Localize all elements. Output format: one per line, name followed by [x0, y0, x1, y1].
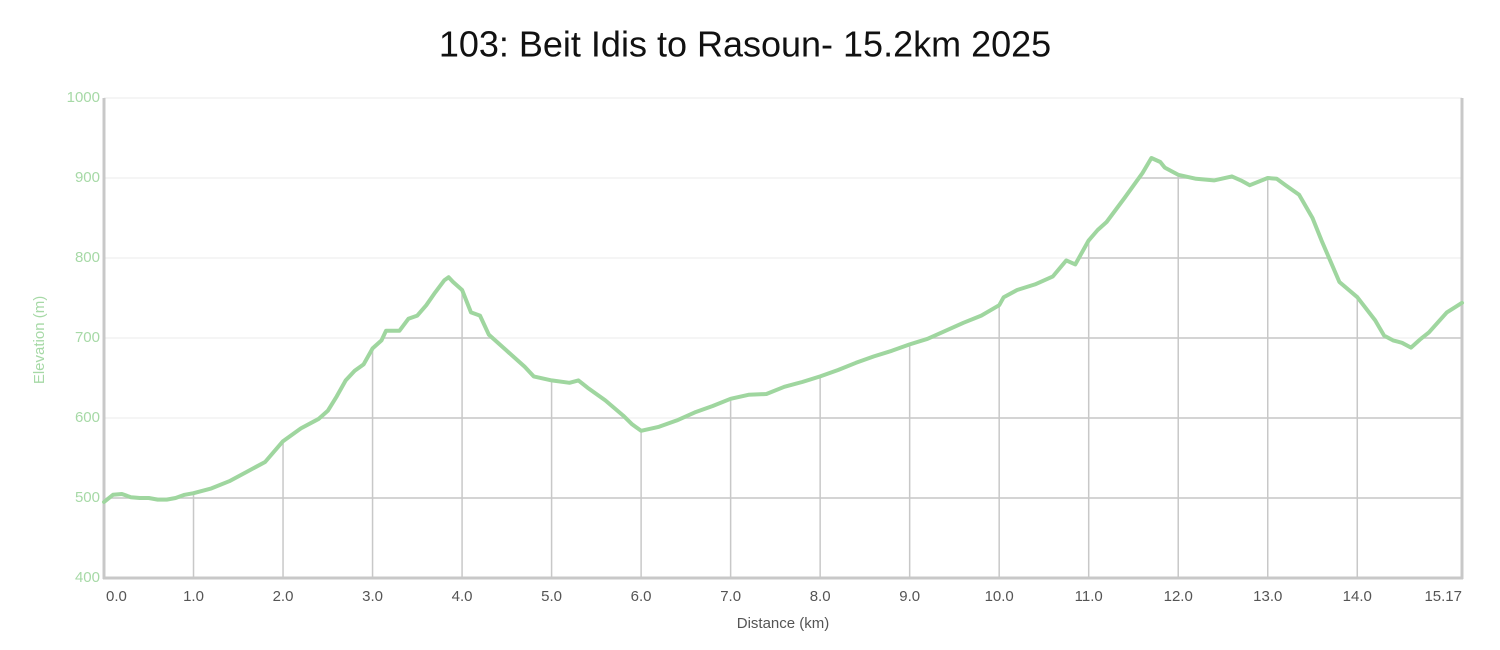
x-axis-title: Distance (km): [737, 615, 830, 632]
x-tick-label: 5.0: [541, 588, 562, 605]
x-tick-label: 11.0: [1075, 588, 1103, 605]
x-tick-label: 6.0: [631, 588, 652, 605]
x-tick-label: 7.0: [720, 588, 741, 605]
x-tick-label: 0.0: [106, 588, 127, 605]
x-tick-label: 13.0: [1253, 588, 1282, 605]
y-tick-label: 800: [75, 249, 100, 266]
x-tick-label: 14.0: [1343, 588, 1372, 605]
x-tick-label: 3.0: [362, 588, 383, 605]
x-tick-label: 9.0: [899, 588, 920, 605]
x-tick-label: 1.0: [183, 588, 204, 605]
elevation-line: [102, 156, 1464, 504]
y-tick-label: 500: [75, 489, 100, 506]
y-tick-label: 400: [75, 569, 100, 586]
x-tick-label: 4.0: [452, 588, 473, 605]
y-tick-label: 1000: [67, 89, 100, 106]
y-tick-label: 700: [75, 329, 100, 346]
y-tick-label: 600: [75, 409, 100, 426]
x-tick-label: 8.0: [810, 588, 831, 605]
plot: 400 500 600 700 800 900 1000 0.0 1.0 2.0 3.0 4.0 5.0…: [67, 89, 1464, 605]
chart-title: 103: Beit Idis to Rasoun- 15.2km 2025: [439, 24, 1051, 65]
y-axis-title: Elevation (m): [31, 296, 48, 384]
x-tick-label: 12.0: [1164, 588, 1193, 605]
x-tick-label: 2.0: [273, 588, 294, 605]
x-tick-label: 15.17: [1424, 588, 1462, 605]
x-tick-label: 10.0: [985, 588, 1014, 605]
y-tick-label: 900: [75, 169, 100, 186]
